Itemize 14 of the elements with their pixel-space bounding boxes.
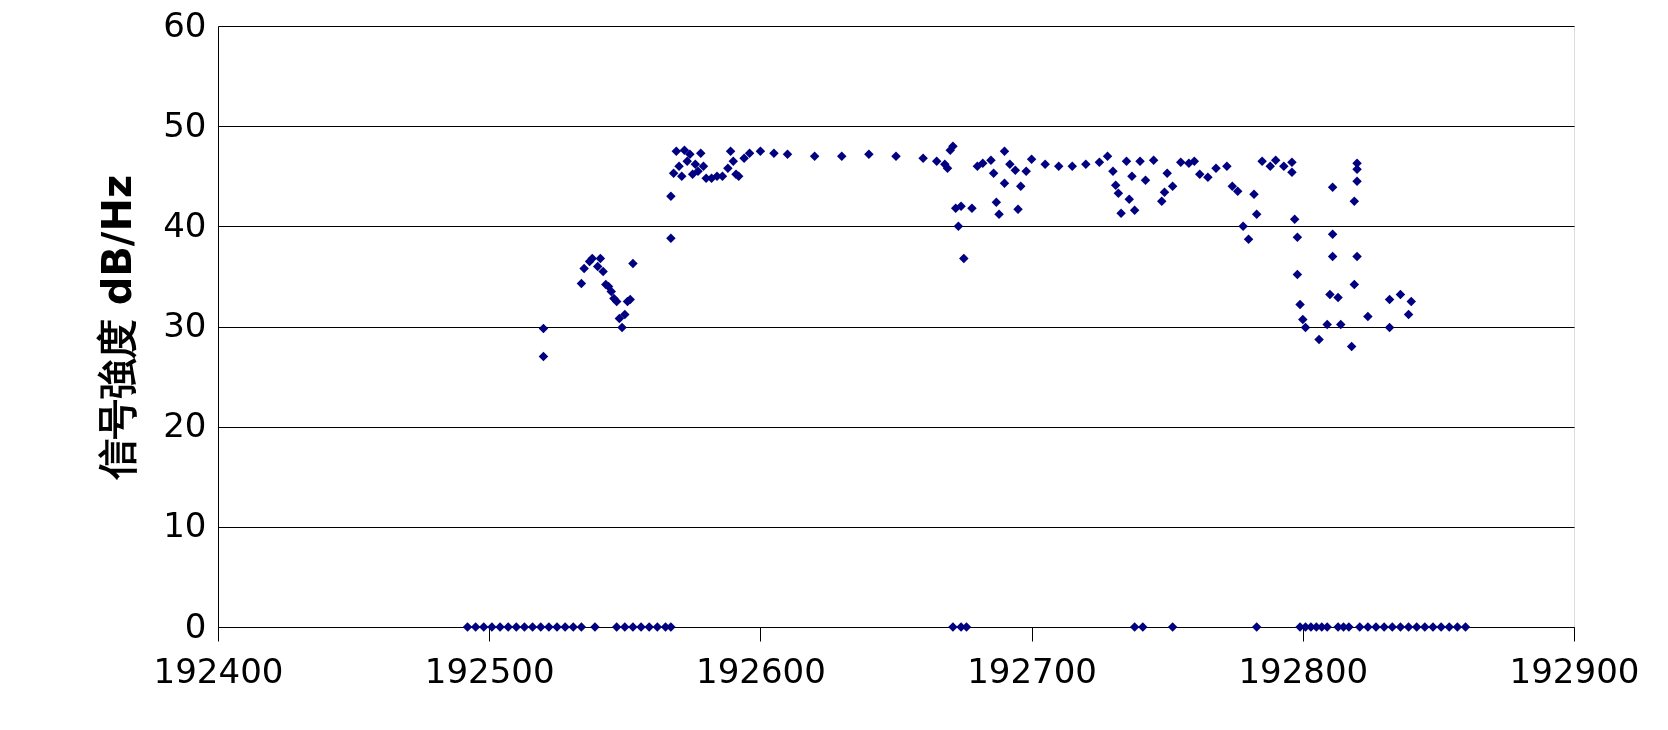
y-tick-label: 0 (184, 605, 207, 646)
x-tick-label: 192500 (424, 650, 555, 691)
y-tick-label: 60 (163, 4, 207, 45)
y-tick-label: 10 (163, 505, 207, 546)
y-tick-label: 30 (163, 305, 207, 345)
x-tick-label: 192700 (967, 650, 1097, 691)
x-tick-label: 192800 (1238, 650, 1369, 691)
y-tick-label: 40 (163, 204, 207, 245)
x-tick-label: 192600 (696, 650, 826, 691)
y-axis-title: 信号強度 dB/Hz (94, 174, 141, 482)
y-tick-label: 20 (163, 405, 207, 446)
x-tick-label: 192900 (1509, 650, 1640, 691)
x-tick-label: 192400 (153, 650, 284, 691)
y-tick-label: 50 (163, 104, 207, 145)
